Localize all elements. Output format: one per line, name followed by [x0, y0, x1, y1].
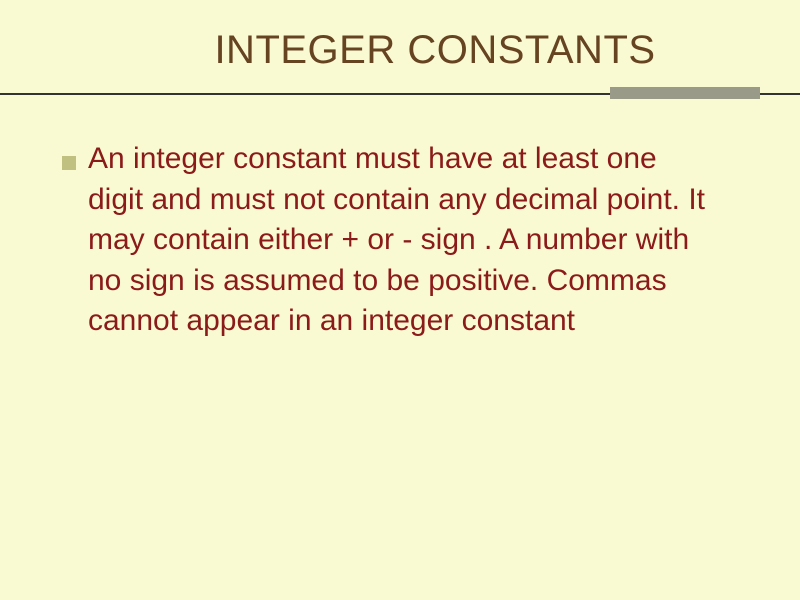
horizontal-rule-container: [0, 87, 800, 107]
body-container: An integer constant must have at least o…: [0, 107, 800, 342]
title-container: INTEGER CONSTANTS: [0, 0, 800, 73]
slide-body-text: An integer constant must have at least o…: [88, 139, 712, 342]
bullet-marker: [62, 156, 76, 170]
slide-title: INTEGER CONSTANTS: [144, 28, 655, 73]
horizontal-rule-accent: [610, 87, 760, 99]
